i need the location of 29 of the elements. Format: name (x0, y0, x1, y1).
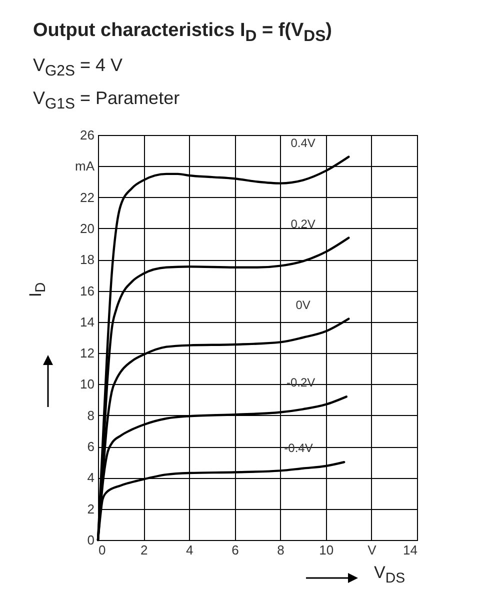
y-tick-label: 10 (80, 376, 94, 392)
x-axis-title: V$_{DS}$ (374, 563, 406, 586)
y-tick-label: 12 (80, 346, 94, 361)
x-tick-label: 4 (186, 542, 194, 558)
chart-subtitle: V$_{G2S}$ = 4 V (33, 55, 123, 80)
series-label: 0.4V (290, 136, 316, 150)
x-tick-label: 0 (98, 542, 106, 558)
x-tick-label: 8 (277, 542, 284, 558)
y-tick-label: 26 (80, 128, 94, 142)
series-label: 0V (296, 298, 310, 312)
y-tick-label: 14 (80, 314, 94, 330)
x-tick-label: 10 (319, 542, 334, 558)
y-tick-label: 6 (87, 439, 94, 454)
chart-title: Output characteristics I$_{D}$ = f(V$_{DS}$) (33, 20, 332, 46)
y-tick-label: 20 (80, 220, 94, 236)
y-tick-label: 18 (80, 252, 94, 268)
x-tick-label: 2 (140, 542, 148, 558)
text: V$_{G1S}$ = Parameter (33, 88, 180, 113)
y-tick-label: 16 (80, 283, 94, 298)
x-tick-label: V (368, 542, 377, 558)
y-tick-label: mA (75, 158, 95, 174)
y-tick-label: 4 (87, 470, 94, 486)
y-tick-label: 0 (87, 532, 94, 548)
y-tick-label: 2 (87, 501, 94, 516)
x-tick-label: 6 (232, 542, 239, 558)
series-label: 0.2V (290, 216, 316, 231)
x-tick-label: 14 (403, 542, 418, 558)
y-tick-label: 22 (80, 190, 94, 205)
y-tick-label: 8 (87, 408, 94, 423)
